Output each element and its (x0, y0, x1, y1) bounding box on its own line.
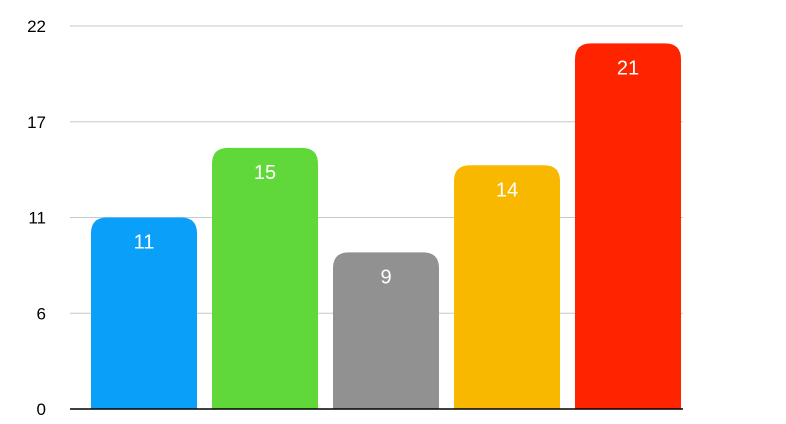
y-tick-label: 17 (27, 113, 46, 132)
bar (91, 217, 197, 409)
data-label: 21 (617, 57, 639, 79)
bar (575, 43, 681, 410)
y-tick-label: 0 (37, 400, 46, 419)
data-label: 15 (254, 162, 276, 184)
bar (333, 252, 439, 409)
y-tick-label: 22 (27, 17, 46, 36)
data-label: 14 (496, 179, 518, 201)
y-tick-label: 6 (37, 304, 46, 323)
bar (212, 147, 318, 409)
data-label: 9 (380, 266, 391, 288)
data-label: 11 (134, 232, 155, 254)
bar (454, 165, 560, 409)
y-tick-label: 11 (28, 209, 46, 228)
